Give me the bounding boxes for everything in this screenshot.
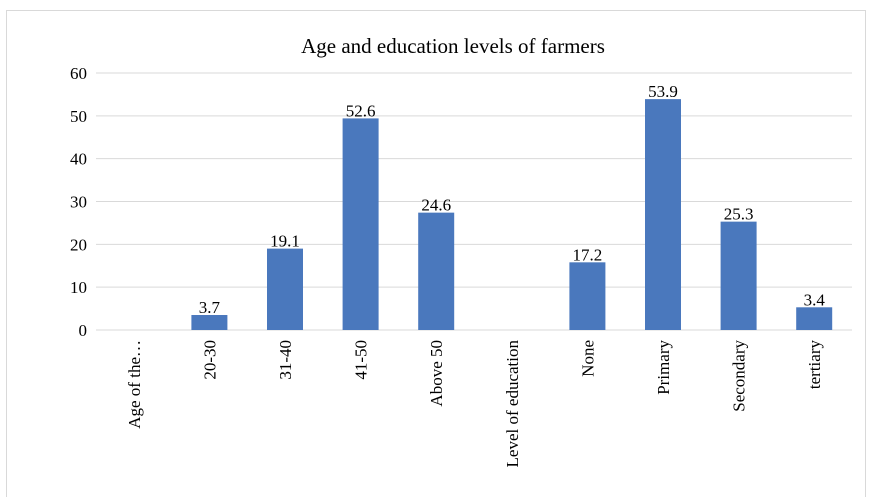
- data-label: 3.4: [804, 290, 826, 309]
- x-tick-label: 20-30: [200, 340, 219, 380]
- data-label: 25.3: [724, 205, 754, 224]
- bar: [645, 99, 681, 330]
- y-tick-label: 10: [70, 278, 87, 297]
- bar: [569, 262, 605, 330]
- x-tick-label: tertiary: [805, 340, 824, 390]
- bar: [343, 118, 379, 330]
- data-label: 3.7: [199, 298, 221, 317]
- x-tick-label: Above 50: [427, 340, 446, 407]
- chart-title: Age and education levels of farmers: [301, 34, 605, 58]
- x-axis-ticks: Age of the… 20-30 31-40 41-50 Above 50 Level …: [125, 340, 824, 468]
- y-tick-label: 20: [70, 235, 87, 254]
- data-label: 52.6: [346, 101, 376, 120]
- bar: [267, 249, 303, 330]
- y-tick-label: 30: [70, 193, 87, 212]
- y-tick-label: 60: [70, 64, 87, 83]
- x-tick-label: 31-40: [276, 340, 295, 380]
- x-tick-label: Secondary: [730, 340, 749, 412]
- y-tick-label: 50: [70, 107, 87, 126]
- y-tick-label: 0: [79, 321, 88, 340]
- data-label: 24.6: [421, 196, 451, 215]
- data-label: 53.9: [648, 82, 678, 101]
- data-label: 19.1: [270, 232, 300, 251]
- data-label: 17.2: [573, 245, 603, 264]
- x-tick-label: Level of education: [503, 340, 522, 468]
- bar: [721, 222, 757, 330]
- bar: [796, 307, 832, 330]
- bar: [418, 213, 454, 330]
- x-tick-label: 41-50: [352, 340, 371, 380]
- bar: [191, 315, 227, 330]
- x-tick-label: Age of the…: [125, 340, 144, 429]
- x-tick-label: Primary: [654, 340, 673, 395]
- y-axis-ticks: 0 10 20 30 40 50 60: [70, 64, 87, 340]
- y-tick-label: 40: [70, 150, 87, 169]
- x-tick-label: None: [578, 340, 597, 377]
